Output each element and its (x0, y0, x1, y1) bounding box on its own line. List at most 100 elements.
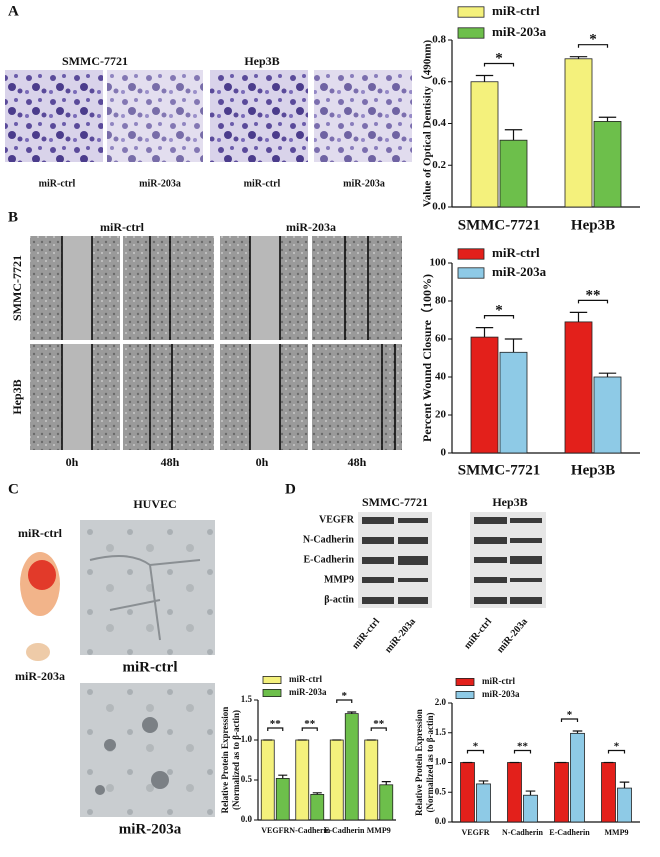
legend-swatch (262, 676, 282, 685)
error-bar (475, 327, 494, 338)
significance-bracket (483, 62, 515, 67)
protein-label: VEGFR (319, 514, 355, 525)
protein-label: E-Cadherin (303, 554, 354, 565)
bar (564, 321, 593, 454)
x-tick-label: SMMC-7721 (458, 217, 541, 233)
error-bar (347, 711, 357, 714)
panel-letter: C (8, 481, 19, 497)
significance-bracket (560, 718, 579, 722)
time-label: 0h (256, 455, 269, 469)
bar (329, 739, 344, 821)
error-bar (569, 311, 588, 322)
micrograph (80, 683, 215, 817)
legend-label: miR-203a (482, 689, 520, 699)
legend-swatch (455, 678, 475, 687)
y-axis-label: Percent Wound Closure（100%) (419, 274, 434, 442)
significance-bracket (370, 727, 387, 731)
significance-bracket (267, 727, 284, 731)
image-label: miR-203a (119, 821, 182, 837)
x-tick-label: E-Cadherin (324, 826, 365, 835)
bar (499, 139, 528, 208)
micrograph (314, 70, 412, 162)
bar (470, 336, 499, 454)
image-label: miR-203a (139, 178, 181, 189)
y-axis-label: Relative Protein Expression (220, 707, 230, 814)
bar (523, 794, 538, 823)
y-tick-label: 0.5 (241, 774, 253, 784)
cell-clusters (95, 717, 169, 795)
legend-label: miR-203a (289, 687, 327, 697)
protein-label: β-actin (324, 594, 354, 605)
error-bar (598, 372, 617, 377)
error-bar (504, 129, 523, 141)
legend-label: miR-ctrl (492, 245, 540, 260)
legend-swatch (457, 267, 485, 279)
bar (476, 783, 491, 823)
y-tick-label: 80 (435, 295, 447, 307)
protein-label: MMP9 (324, 574, 354, 585)
bar (570, 732, 585, 823)
x-tick-label: Hep3B (571, 217, 615, 233)
image-label: miR-203a (343, 178, 385, 189)
image-label: miR-ctrl (123, 659, 178, 675)
y-axis-label: Relative Protein Expression (414, 709, 424, 816)
legend-label: miR-203a (492, 24, 547, 39)
blot (358, 512, 546, 608)
bar (260, 739, 275, 821)
bar (507, 762, 522, 823)
time-label: 0h (66, 455, 79, 469)
significance-bracket (301, 727, 318, 731)
error-bar (619, 781, 630, 789)
micrograph (107, 70, 203, 162)
significance-bracket (513, 749, 532, 754)
tissue-image (26, 643, 50, 661)
legend-swatch (457, 6, 485, 18)
lane-label: miR-203a (495, 616, 530, 655)
tissue-image (28, 560, 56, 590)
legend-swatch (262, 689, 282, 698)
y-tick-label: 0.5 (435, 786, 447, 796)
x-tick-label: E-Cadherin (549, 828, 590, 837)
bar (617, 787, 632, 823)
y-axis-label: (Normalized as to β-actin) (231, 710, 241, 810)
legend-label: miR-ctrl (492, 3, 540, 18)
lane-label: miR-203a (383, 616, 418, 655)
bar (601, 762, 616, 823)
bar (460, 762, 475, 823)
lane-label: miR-ctrl (350, 616, 382, 651)
legend-swatch (457, 27, 485, 39)
significance-label: * (614, 741, 620, 753)
x-tick-label: Hep3B (571, 462, 615, 478)
y-tick-label: 1.0 (435, 757, 447, 767)
error-bar (598, 116, 617, 122)
wound-images (30, 236, 402, 450)
x-tick-label: N-Cadherin (502, 828, 543, 837)
group-label: miR-ctrl (100, 220, 145, 234)
tissue-label: miR-203a (15, 669, 65, 683)
x-tick-label: SMMC-7721 (458, 462, 541, 478)
bar (593, 121, 622, 208)
significance-label: * (495, 303, 503, 319)
bar (310, 794, 325, 821)
bar (564, 58, 593, 208)
y-tick-label: 40 (435, 371, 447, 383)
error-bar (278, 774, 288, 779)
error-bar (475, 74, 494, 82)
y-tick-label: 1.5 (241, 694, 253, 704)
legend-swatch (455, 691, 475, 700)
bar (499, 351, 528, 454)
significance-label: * (342, 690, 348, 702)
significance-label: * (473, 741, 479, 753)
error-bar (569, 56, 588, 59)
y-tick-label: 0.0 (435, 816, 447, 826)
significance-label: ** (304, 718, 316, 730)
panel-title: HUVEC (133, 497, 176, 511)
bar (364, 739, 379, 821)
y-tick-label: 0 (441, 447, 447, 459)
error-bar (478, 780, 489, 784)
image-label: miR-ctrl (39, 178, 76, 189)
significance-label: ** (373, 718, 385, 730)
significance-label: * (495, 50, 503, 66)
bar (295, 739, 310, 821)
